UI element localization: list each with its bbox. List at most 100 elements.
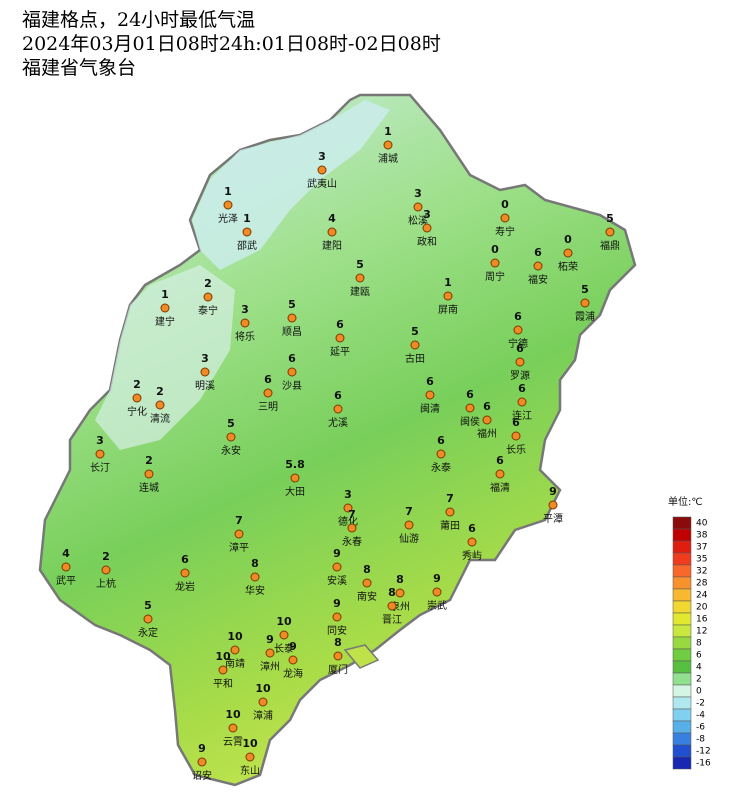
station-name: 永春: [342, 535, 362, 548]
legend-label: 40: [696, 519, 708, 529]
legend-label: -12: [696, 747, 711, 757]
station-name: 平和: [213, 678, 233, 690]
station-value: 6: [518, 382, 526, 395]
station-value: 6: [264, 373, 272, 386]
station-value: 7: [235, 514, 243, 527]
station-name: 霞浦: [575, 310, 595, 323]
station-dot: [425, 390, 435, 400]
station-value: 1: [161, 288, 169, 301]
station-name: 周宁: [485, 270, 505, 283]
source: 福建省气象台: [22, 57, 136, 79]
station-dot: [250, 572, 260, 582]
station-value: 6: [426, 375, 434, 388]
station-dot: [228, 723, 238, 733]
station-value: 6: [437, 434, 445, 447]
station-value: 5: [411, 325, 419, 338]
station-dot: [265, 648, 275, 658]
legend-label: -6: [696, 723, 705, 733]
legend-label: 35: [696, 555, 707, 565]
station-name: 福州: [477, 427, 497, 440]
station-value: 5: [581, 283, 589, 296]
station-dot: [482, 415, 492, 425]
legend-label: 38: [696, 531, 708, 541]
station-name: 闽侯: [460, 415, 480, 428]
station-dot: [395, 588, 405, 598]
station-dot: [343, 503, 353, 513]
legend-swatch: [672, 552, 692, 566]
station-name: 长泰: [274, 642, 294, 655]
station-value: 2: [145, 454, 153, 467]
station-value: 6: [288, 352, 296, 365]
station-value: 9: [289, 640, 297, 653]
station-name: 宁化: [127, 405, 147, 418]
legend-swatch: [672, 528, 692, 542]
legend-label: 6: [696, 651, 702, 661]
station-value: 3: [423, 208, 431, 221]
station-name: 尤溪: [328, 416, 348, 429]
station-name: 浦城: [378, 152, 398, 165]
station-value: 0: [491, 243, 499, 256]
station-name: 永定: [138, 626, 158, 639]
station-dot: [144, 469, 154, 479]
station-dot: [258, 697, 268, 707]
station-value: 2: [156, 385, 164, 398]
legend-unit: 单位:℃: [668, 495, 703, 508]
legend-swatch: [672, 624, 692, 638]
station-value: 5.8: [285, 458, 305, 471]
station-name: 晋江: [382, 614, 402, 626]
station-name: 连城: [139, 481, 159, 494]
station-name: 漳平: [229, 541, 249, 554]
station-dot: [234, 529, 244, 539]
station-value: 10: [276, 615, 292, 628]
station-name: 华安: [245, 584, 265, 597]
station-name: 大田: [285, 485, 305, 498]
station-value: 2: [133, 378, 141, 391]
station-dot: [143, 614, 153, 624]
station-dot: [287, 367, 297, 377]
station-value: 6: [516, 342, 524, 355]
station-name: 永安: [221, 444, 241, 457]
station-name: 福鼎: [600, 239, 620, 252]
station-value: 8: [388, 586, 396, 599]
station-name: 莆田: [440, 519, 460, 532]
station-value: 1: [384, 125, 392, 138]
legend-swatch: [672, 672, 692, 686]
station-value: 6: [334, 389, 342, 402]
station-value: 3: [318, 150, 326, 163]
station-dot: [61, 562, 71, 572]
station-dot: [605, 227, 615, 237]
legend-swatch: [672, 612, 692, 626]
station-name: 东山: [240, 764, 260, 777]
station-name: 寿宁: [495, 225, 515, 238]
legend-swatch: [672, 660, 692, 674]
station-name: 延平: [330, 346, 350, 358]
station-name: 武平: [56, 574, 76, 587]
subtitle: 2024年03月01日08时24h:01日08时-02日08时: [22, 33, 441, 55]
station-name: 龙岩: [175, 580, 195, 593]
station-dot: [347, 523, 357, 533]
station-value: 5: [356, 258, 364, 271]
station-name: 崇武: [427, 599, 447, 612]
cold-region: [192, 100, 390, 270]
station-dot: [404, 520, 414, 530]
station-name: 清流: [150, 412, 170, 425]
station-name: 将乐: [235, 331, 255, 343]
station-dot: [333, 651, 343, 661]
title: 福建格点，24小时最低气温: [22, 9, 255, 31]
legend-swatch: [672, 516, 692, 530]
station-value: 6: [512, 416, 520, 429]
station-value: 8: [363, 563, 371, 576]
legend-swatch: [672, 756, 692, 770]
station-dot: [333, 404, 343, 414]
legend-swatch: [672, 636, 692, 650]
station-value: 5: [288, 298, 296, 311]
station-dot: [200, 367, 210, 377]
legend-label: 28: [696, 579, 708, 589]
station-name: 同安: [327, 624, 347, 637]
station-name: 秀屿: [462, 550, 482, 562]
station-dot: [413, 202, 423, 212]
station-dot: [513, 325, 523, 335]
station-dot: [223, 200, 233, 210]
legend-swatch: [672, 744, 692, 758]
